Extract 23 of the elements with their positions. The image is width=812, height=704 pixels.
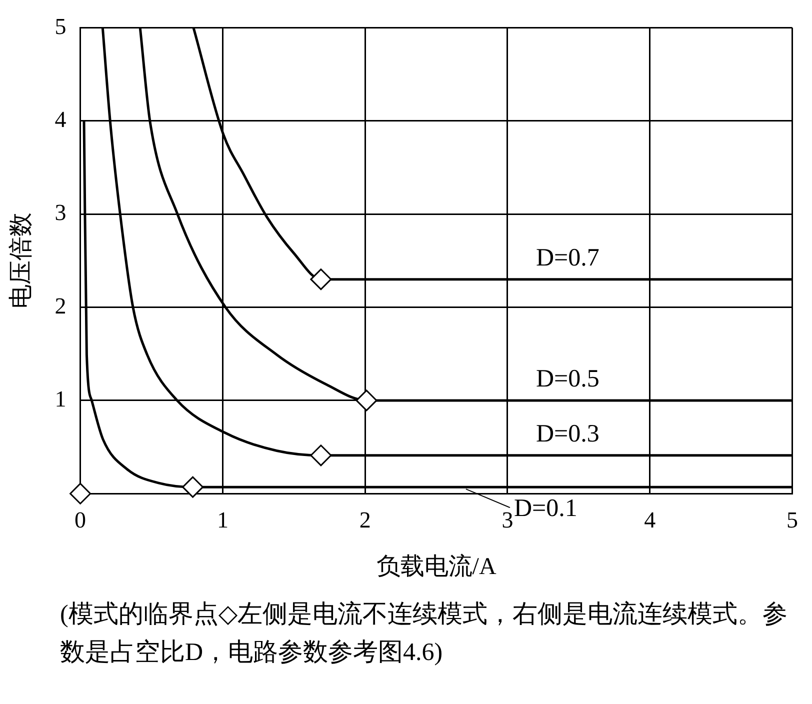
series-label: D=0.7 — [536, 244, 600, 272]
legend-label: D=0.1 — [514, 495, 578, 522]
x-tick-label: 5 — [786, 507, 798, 532]
point — [182, 476, 204, 498]
x-tick-label: 1 — [216, 507, 228, 532]
x-tick-label: 4 — [644, 507, 656, 532]
y-tick-label: 5 — [54, 14, 66, 39]
series-label: D=0.5 — [536, 365, 600, 392]
x-tick-label: 3 — [502, 507, 514, 532]
text: (模式的临界点◇左侧是电流不连续模式，右侧是电流连续模式。参数是占空比D，电路参数参考图4.6) — [60, 600, 789, 668]
y-tick-label: 1 — [54, 386, 66, 412]
x-axis-title: 负载电流/A — [376, 552, 497, 580]
point — [310, 268, 332, 290]
y-tick-label: 4 — [54, 107, 67, 132]
x-tick-label: 0 — [74, 507, 86, 532]
x-tick-label: 2 — [359, 507, 371, 532]
y-tick-label: 3 — [54, 200, 66, 226]
point — [310, 444, 332, 466]
point — [356, 390, 378, 412]
series-label: D=0.3 — [536, 420, 600, 448]
point — [70, 482, 92, 504]
y-axis-title: 电压倍数 — [8, 212, 35, 309]
y-tick-label: 2 — [54, 293, 66, 318]
